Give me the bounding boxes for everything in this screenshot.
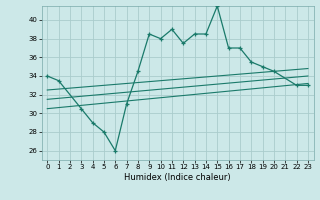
X-axis label: Humidex (Indice chaleur): Humidex (Indice chaleur) — [124, 173, 231, 182]
